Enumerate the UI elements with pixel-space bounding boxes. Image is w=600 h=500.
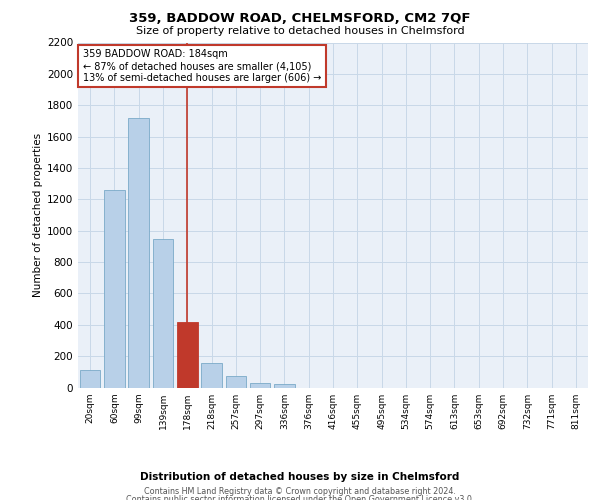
Bar bbox=[226, 376, 246, 388]
Text: Distribution of detached houses by size in Chelmsford: Distribution of detached houses by size … bbox=[140, 472, 460, 482]
Bar bbox=[250, 383, 271, 388]
Bar bbox=[128, 118, 149, 388]
Y-axis label: Number of detached properties: Number of detached properties bbox=[33, 133, 43, 297]
Bar bbox=[152, 238, 173, 388]
Bar bbox=[104, 190, 125, 388]
Bar bbox=[201, 363, 222, 388]
Bar bbox=[274, 384, 295, 388]
Text: 359 BADDOW ROAD: 184sqm
← 87% of detached houses are smaller (4,105)
13% of semi: 359 BADDOW ROAD: 184sqm ← 87% of detache… bbox=[83, 50, 322, 82]
Text: Contains HM Land Registry data © Crown copyright and database right 2024.: Contains HM Land Registry data © Crown c… bbox=[144, 488, 456, 496]
Text: Size of property relative to detached houses in Chelmsford: Size of property relative to detached ho… bbox=[136, 26, 464, 36]
Text: 359, BADDOW ROAD, CHELMSFORD, CM2 7QF: 359, BADDOW ROAD, CHELMSFORD, CM2 7QF bbox=[129, 12, 471, 26]
Bar bbox=[177, 322, 197, 388]
Bar bbox=[80, 370, 100, 388]
Text: Contains public sector information licensed under the Open Government Licence v3: Contains public sector information licen… bbox=[126, 495, 474, 500]
